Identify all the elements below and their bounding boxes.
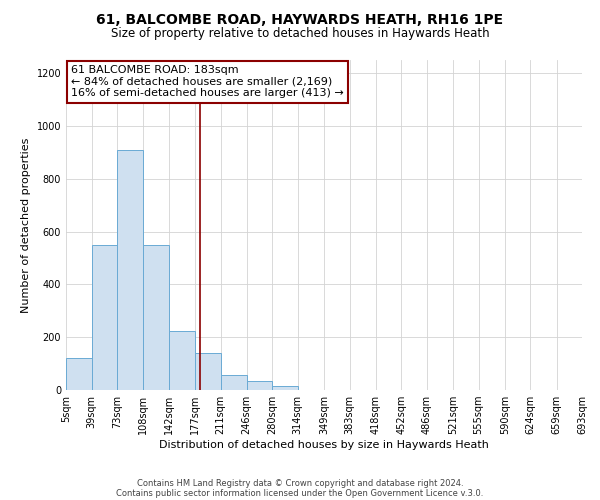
Bar [143, 245, 169, 390]
Bar [221, 376, 247, 390]
Bar [272, 386, 298, 390]
Text: Size of property relative to detached houses in Haywards Heath: Size of property relative to detached ho… [110, 28, 490, 40]
Bar [91, 245, 117, 390]
Text: 61, BALCOMBE ROAD, HAYWARDS HEATH, RH16 1PE: 61, BALCOMBE ROAD, HAYWARDS HEATH, RH16 … [97, 12, 503, 26]
Text: Contains public sector information licensed under the Open Government Licence v.: Contains public sector information licen… [116, 488, 484, 498]
Bar [117, 150, 143, 390]
Bar [66, 358, 91, 390]
Text: Contains HM Land Registry data © Crown copyright and database right 2024.: Contains HM Land Registry data © Crown c… [137, 478, 463, 488]
Bar [195, 353, 221, 390]
Bar [169, 330, 195, 390]
X-axis label: Distribution of detached houses by size in Haywards Heath: Distribution of detached houses by size … [159, 440, 489, 450]
Bar [247, 381, 272, 390]
Y-axis label: Number of detached properties: Number of detached properties [21, 138, 31, 312]
Text: 61 BALCOMBE ROAD: 183sqm
← 84% of detached houses are smaller (2,169)
16% of sem: 61 BALCOMBE ROAD: 183sqm ← 84% of detach… [71, 65, 344, 98]
